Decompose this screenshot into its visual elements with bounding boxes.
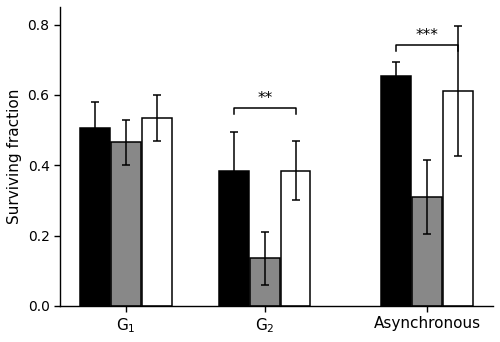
Bar <box>382 76 411 306</box>
Bar <box>142 118 172 306</box>
Bar <box>80 128 110 306</box>
Bar <box>281 171 310 306</box>
Text: **: ** <box>258 91 272 106</box>
Bar <box>250 259 280 306</box>
Bar <box>443 91 472 306</box>
Bar <box>412 197 442 306</box>
Bar <box>112 142 140 306</box>
Bar <box>220 171 248 306</box>
Y-axis label: Surviving fraction: Surviving fraction <box>7 89 22 224</box>
Text: ***: *** <box>416 28 438 43</box>
